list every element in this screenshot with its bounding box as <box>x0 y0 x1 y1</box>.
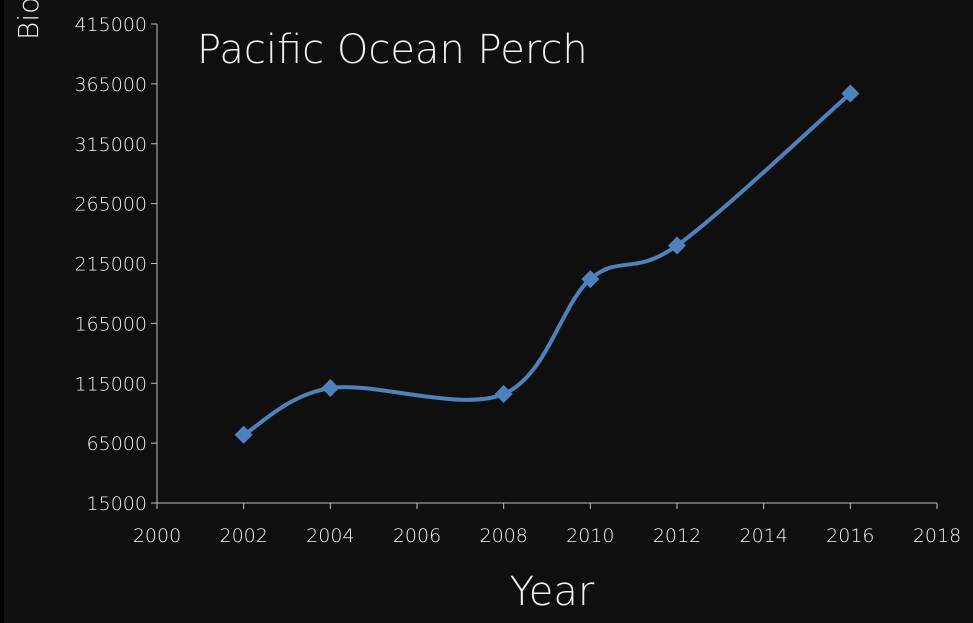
axes <box>156 24 937 504</box>
x-tick-label: 2016 <box>826 525 874 547</box>
y-tick-label: 315000 <box>74 134 147 156</box>
data-point-marker <box>668 236 686 255</box>
x-tick-label: 2018 <box>913 525 961 547</box>
chart-panel: 15000 65000 115000 165000 215000 265000 315000… <box>4 0 973 623</box>
y-tick-label: 15000 <box>87 493 147 515</box>
y-tick-label: 65000 <box>87 433 147 455</box>
x-tick-label: 2002 <box>219 525 267 547</box>
ticks: 15000 65000 115000 165000 215000 265000 315000… <box>74 14 961 547</box>
series-layer <box>234 84 860 444</box>
x-tick-label: 2008 <box>479 525 527 547</box>
data-point-marker <box>321 379 340 398</box>
y-tick-label: 365000 <box>74 74 147 96</box>
y-tick-label: 215000 <box>74 254 147 276</box>
x-tick-label: 2010 <box>566 525 614 547</box>
x-tick-label: 2004 <box>306 525 354 547</box>
x-tick-label: 2012 <box>653 525 701 547</box>
y-tick-label: 115000 <box>74 373 147 395</box>
data-point-marker <box>494 385 513 404</box>
x-tick-label: 2006 <box>393 525 441 547</box>
y-tick-label: 165000 <box>74 313 147 335</box>
data-point-marker <box>841 84 860 103</box>
line-chart: 15000 65000 115000 165000 215000 265000 315000… <box>12 0 961 615</box>
data-point-marker <box>234 425 253 444</box>
x-tick-label: 2000 <box>133 525 181 547</box>
y-tick-label: 265000 <box>74 194 147 216</box>
y-axis-label: Bio <box>12 0 45 40</box>
data-point-marker <box>581 270 600 289</box>
x-axis-label: Year <box>510 569 595 615</box>
y-tick-label: 415000 <box>74 14 147 36</box>
chart-title: Pacific Ocean Perch <box>197 27 588 73</box>
x-tick-label: 2014 <box>739 525 787 547</box>
